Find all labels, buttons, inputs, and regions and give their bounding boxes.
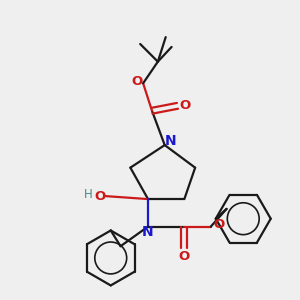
Text: O: O xyxy=(213,218,224,231)
Text: N: N xyxy=(165,134,176,148)
Text: O: O xyxy=(132,75,143,88)
Text: O: O xyxy=(180,99,191,112)
Text: H: H xyxy=(84,188,92,201)
Text: O: O xyxy=(94,190,106,202)
Text: N: N xyxy=(142,225,154,239)
Text: O: O xyxy=(179,250,190,262)
